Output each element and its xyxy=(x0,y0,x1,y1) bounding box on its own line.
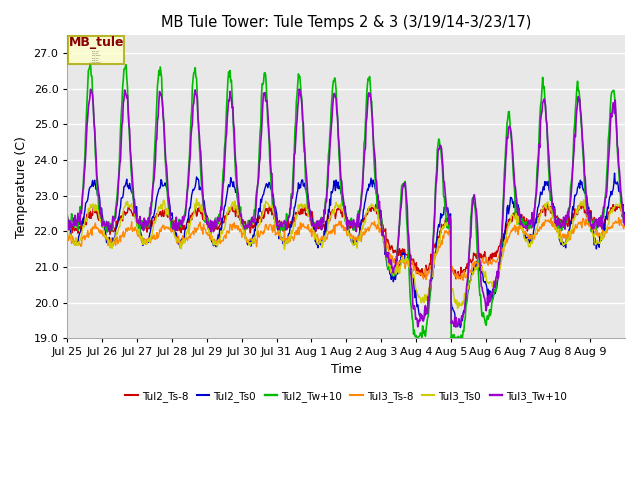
Tul2_Tw+10 xyxy=(621,223,629,228)
Tul3_Ts0 xyxy=(193,196,200,202)
Tul3_Ts-8 xyxy=(419,274,426,279)
Tul3_Tw+10 xyxy=(295,86,303,92)
Tul3_Ts0 xyxy=(63,224,71,230)
Tul2_Ts-8 xyxy=(545,207,553,213)
Tul3_Ts0 xyxy=(488,280,495,286)
Tul2_Tw+10 xyxy=(388,271,396,277)
Line: Tul3_Tw+10: Tul3_Tw+10 xyxy=(67,89,625,327)
Tul3_Tw+10 xyxy=(63,220,71,226)
Tul3_Ts0 xyxy=(98,219,106,225)
Tul2_Ts0 xyxy=(487,292,495,298)
Tul3_Tw+10 xyxy=(98,214,106,220)
Tul2_Ts0 xyxy=(456,324,464,330)
Tul2_Ts-8 xyxy=(63,213,71,219)
Tul3_Tw+10 xyxy=(488,292,495,298)
Tul3_Tw+10 xyxy=(403,196,410,202)
Tul2_Ts0 xyxy=(387,276,395,282)
Tul3_Ts-8 xyxy=(545,217,552,223)
Tul2_Ts0 xyxy=(545,179,552,184)
Tul3_Ts-8 xyxy=(98,228,106,233)
Line: Tul2_Ts-8: Tul2_Ts-8 xyxy=(67,204,625,279)
Tul2_Ts0 xyxy=(402,256,410,262)
Tul2_Ts-8 xyxy=(419,269,426,275)
Tul2_Tw+10 xyxy=(420,328,428,334)
Tul3_Ts-8 xyxy=(487,260,495,265)
Title: MB Tule Tower: Tule Temps 2 & 3 (3/19/14-3/23/17): MB Tule Tower: Tule Temps 2 & 3 (3/19/14… xyxy=(161,15,531,30)
Tul2_Tw+10 xyxy=(86,60,94,65)
Legend: Tul2_Ts-8, Tul2_Ts0, Tul2_Tw+10, Tul3_Ts-8, Tul3_Ts0, Tul3_Tw+10: Tul2_Ts-8, Tul2_Ts0, Tul2_Tw+10, Tul3_Ts… xyxy=(121,386,572,406)
Tul2_Tw+10 xyxy=(99,224,106,230)
Tul3_Ts-8 xyxy=(387,257,395,263)
Tul3_Ts0 xyxy=(403,257,410,263)
Tul2_Ts0 xyxy=(611,170,618,176)
Line: Tul3_Ts-8: Tul3_Ts-8 xyxy=(67,217,625,280)
Tul3_Tw+10 xyxy=(545,154,553,159)
Tul3_Ts0 xyxy=(388,267,396,273)
Tul3_Ts-8 xyxy=(615,215,623,220)
Tul2_Ts0 xyxy=(621,214,629,219)
Tul2_Ts-8 xyxy=(544,201,552,207)
Tul2_Ts0 xyxy=(98,205,106,211)
Line: Tul3_Ts0: Tul3_Ts0 xyxy=(67,199,625,309)
Y-axis label: Temperature (C): Temperature (C) xyxy=(15,136,28,238)
Tul2_Ts0 xyxy=(419,318,426,324)
Tul3_Tw+10 xyxy=(419,318,427,324)
Tul3_Tw+10 xyxy=(388,264,396,270)
Tul3_Ts-8 xyxy=(63,231,71,237)
Tul2_Tw+10 xyxy=(413,336,421,341)
Tul3_Ts0 xyxy=(454,306,461,312)
Tul3_Ts0 xyxy=(419,299,427,304)
Tul3_Tw+10 xyxy=(621,222,629,228)
Tul2_Tw+10 xyxy=(545,170,553,176)
Tul2_Ts-8 xyxy=(621,210,629,216)
Tul2_Ts-8 xyxy=(387,243,395,249)
Line: Tul2_Ts0: Tul2_Ts0 xyxy=(67,173,625,327)
Tul2_Tw+10 xyxy=(63,221,71,227)
Tul3_Ts-8 xyxy=(460,277,467,283)
Tul3_Ts-8 xyxy=(621,224,629,229)
Tul2_Ts0 xyxy=(63,214,71,220)
Tul2_Ts-8 xyxy=(452,276,460,282)
Tul2_Ts-8 xyxy=(487,252,495,257)
Tul3_Tw+10 xyxy=(452,324,460,330)
X-axis label: Time: Time xyxy=(331,363,362,376)
Tul2_Tw+10 xyxy=(488,301,495,307)
Tul2_Ts-8 xyxy=(402,252,410,258)
Tul2_Tw+10 xyxy=(403,216,410,222)
Tul3_Ts-8 xyxy=(402,260,410,266)
Tul3_Ts0 xyxy=(621,218,629,224)
Tul3_Ts0 xyxy=(545,203,553,209)
Line: Tul2_Tw+10: Tul2_Tw+10 xyxy=(67,62,625,338)
Tul2_Ts-8 xyxy=(98,218,106,224)
